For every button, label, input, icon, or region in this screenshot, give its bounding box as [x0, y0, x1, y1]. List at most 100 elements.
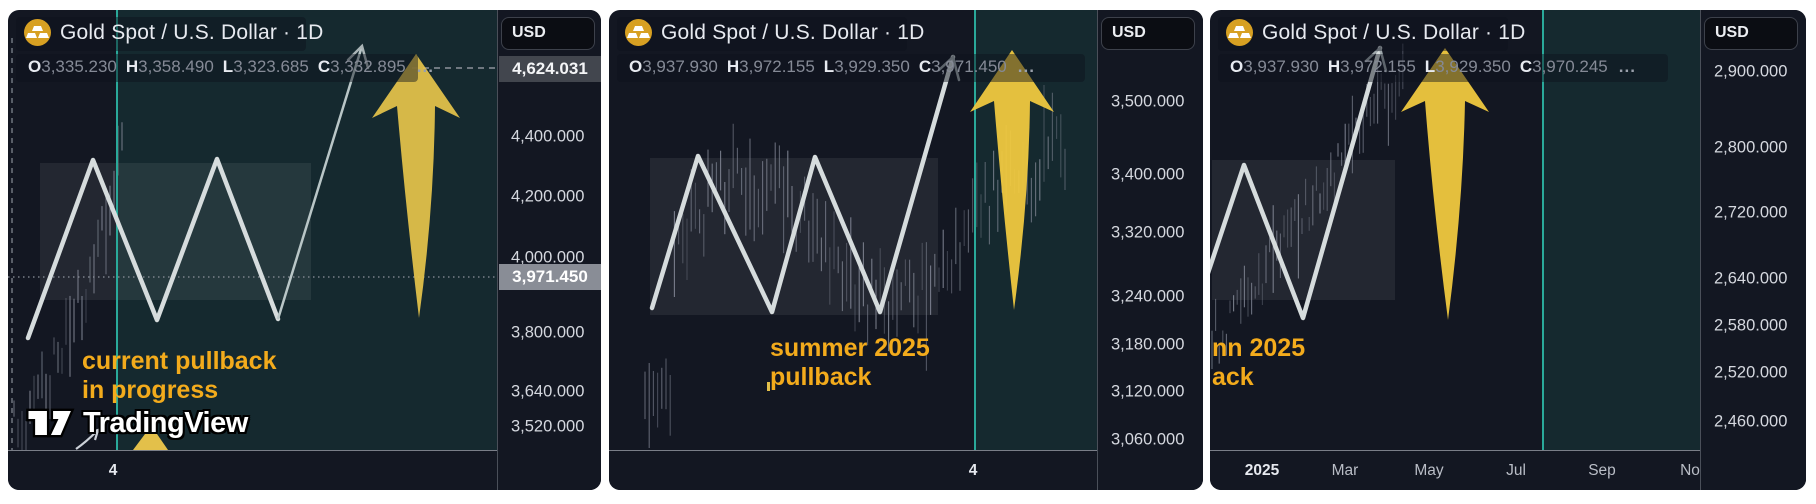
- low-value: 3,929.350: [834, 57, 910, 76]
- time-axis-label: Sep: [1588, 462, 1616, 479]
- price-tick: 3,400.000: [1111, 165, 1185, 184]
- time-axis-label: 4: [108, 462, 118, 479]
- chart-panel-1: 4 Gold Spot / U.S. Dollar · 1D: [8, 10, 601, 490]
- price-tick: 2,520.000: [1714, 363, 1788, 382]
- price-tick: 3,060.000: [1111, 430, 1185, 449]
- chart-canvas[interactable]: [8, 10, 497, 450]
- legend-more-button[interactable]: ...: [416, 57, 434, 76]
- price-tick: 4,200.000: [511, 187, 585, 206]
- low-label: L: [823, 57, 835, 76]
- chart-canvas[interactable]: [1210, 10, 1700, 450]
- gold-bars-icon: [24, 19, 51, 46]
- price-tick: 3,240.000: [1111, 287, 1185, 306]
- text-annotation[interactable]: summer 2025 pullback: [770, 334, 930, 392]
- price-tick: 3,320.000: [1111, 223, 1185, 242]
- price-tick: 2,800.000: [1714, 138, 1788, 157]
- price-tick: 2,580.000: [1714, 316, 1788, 335]
- price-scale[interactable]: USD 3,500.000 3,400.000 3,320.000 3,240.…: [1097, 10, 1203, 490]
- close-label: C: [317, 57, 331, 76]
- price-tick: 2,720.000: [1714, 203, 1788, 222]
- up-arrow-marker-icon[interactable]: [1401, 48, 1489, 320]
- small-arrow-drawing[interactable]: [75, 430, 98, 450]
- open-label: O: [629, 57, 643, 76]
- low-value: 3,929.350: [1435, 57, 1511, 76]
- annotation-line1: nn 2025: [1212, 334, 1306, 362]
- projection-arrowhead-icon: [1364, 45, 1388, 73]
- gold-bars-icon: [1226, 19, 1253, 46]
- high-label: H: [1327, 57, 1341, 76]
- close-label: C: [918, 57, 932, 76]
- chart-panel-3: 2025 Mar May Jul Sep No Gold Spot / U.S.…: [1210, 10, 1806, 490]
- symbol-title-row[interactable]: Gold Spot / U.S. Dollar · 1D: [24, 19, 324, 46]
- projection-line[interactable]: [276, 45, 364, 320]
- chart-panel-2: 4 Gold Spot / U.S. Dollar · 1D O3,937.93…: [609, 10, 1203, 490]
- chart-canvas[interactable]: [609, 10, 1097, 450]
- high-label: H: [726, 57, 740, 76]
- legend-backdrop: [617, 54, 1085, 82]
- low-label: L: [222, 57, 234, 76]
- up-arrow-marker-icon[interactable]: [970, 50, 1054, 310]
- legend-backdrop: [16, 54, 418, 82]
- open-value: 3,335.230: [41, 57, 117, 76]
- currency-button[interactable]: USD: [501, 17, 595, 50]
- target-price-label: 4,624.031: [499, 56, 601, 82]
- close-value: 3,971.450: [931, 57, 1007, 76]
- legend-backdrop: [1218, 54, 1668, 82]
- legend-more-button[interactable]: ...: [1618, 57, 1636, 76]
- price-tick: 3,500.000: [1111, 92, 1185, 111]
- high-label: H: [125, 57, 139, 76]
- open-value: 3,937.930: [642, 57, 718, 76]
- ohlc-row: O3,937.930 H3,972.155 L3,929.350 C3,970.245…: [1230, 57, 1636, 77]
- price-scale[interactable]: USD 4,400.000 4,200.000 4,000.000 3,800.…: [497, 10, 601, 490]
- arrow-tip-marker-icon: [133, 434, 168, 450]
- time-axis-label: Mar: [1331, 462, 1359, 479]
- text-annotation[interactable]: current pullback in progress: [82, 347, 277, 405]
- pattern-highlight-box[interactable]: [1212, 160, 1395, 300]
- open-label: O: [1230, 57, 1244, 76]
- symbol-title-row[interactable]: Gold Spot / U.S. Dollar · 1D: [1226, 19, 1526, 46]
- price-tick: 4,000.000: [511, 248, 585, 267]
- high-value: 3,358.490: [138, 57, 214, 76]
- annotation-line2: ack: [1212, 363, 1254, 391]
- last-price-label: 3,971.450: [499, 264, 601, 290]
- close-label: C: [1519, 57, 1533, 76]
- currency-button[interactable]: USD: [1704, 17, 1798, 50]
- symbol-title[interactable]: Gold Spot / U.S. Dollar · 1D: [1262, 20, 1526, 44]
- symbol-title[interactable]: Gold Spot / U.S. Dollar · 1D: [661, 20, 925, 44]
- zigzag-drawing[interactable]: [25, 156, 281, 341]
- price-tick: 2,460.000: [1714, 412, 1788, 431]
- symbol-title[interactable]: Gold Spot / U.S. Dollar · 1D: [60, 20, 324, 44]
- legend-backdrop: [1218, 17, 1508, 51]
- low-label: L: [1424, 57, 1436, 76]
- high-value: 3,972.155: [739, 57, 815, 76]
- time-axis-label: 4: [968, 462, 978, 479]
- zigzag-drawing[interactable]: [649, 54, 956, 315]
- annotation-line1: current pullback: [82, 347, 277, 375]
- symbol-title-row[interactable]: Gold Spot / U.S. Dollar · 1D: [625, 19, 925, 46]
- close-value: 3,332.895: [330, 57, 406, 76]
- time-axis-label: Jul: [1506, 462, 1526, 479]
- legend-more-button[interactable]: ...: [1017, 57, 1035, 76]
- time-axis-label: 2025: [1244, 462, 1280, 479]
- up-arrow-marker-icon[interactable]: [372, 54, 460, 318]
- price-tick: 3,800.000: [511, 323, 585, 342]
- open-value: 3,937.930: [1243, 57, 1319, 76]
- small-arrowhead-icon: [88, 428, 100, 441]
- annotation-line1: summer 2025: [770, 334, 930, 362]
- ohlc-row: O3,335.230 H3,358.490 L3,323.685 C3,332.895…: [28, 57, 434, 77]
- annotation-line2: in progress: [82, 376, 219, 404]
- price-scale[interactable]: USD 2,900.000 2,800.000 2,720.000 2,640.…: [1700, 10, 1806, 490]
- projection-arrowhead-icon: [937, 54, 961, 82]
- zigzag-drawing[interactable]: [1210, 45, 1383, 321]
- annotation-line2: pullback: [770, 363, 872, 391]
- price-tick: 2,640.000: [1714, 269, 1788, 288]
- gold-bars-icon: [625, 19, 652, 46]
- price-tick: 3,180.000: [1111, 335, 1185, 354]
- pattern-highlight-box[interactable]: [40, 163, 311, 300]
- price-tick: 4,400.000: [511, 127, 585, 146]
- arrow-tip-marker-icon: [767, 382, 770, 391]
- low-value: 3,323.685: [233, 57, 309, 76]
- open-label: O: [28, 57, 42, 76]
- currency-button[interactable]: USD: [1101, 17, 1195, 50]
- text-annotation[interactable]: nn 2025 ack: [1212, 334, 1305, 392]
